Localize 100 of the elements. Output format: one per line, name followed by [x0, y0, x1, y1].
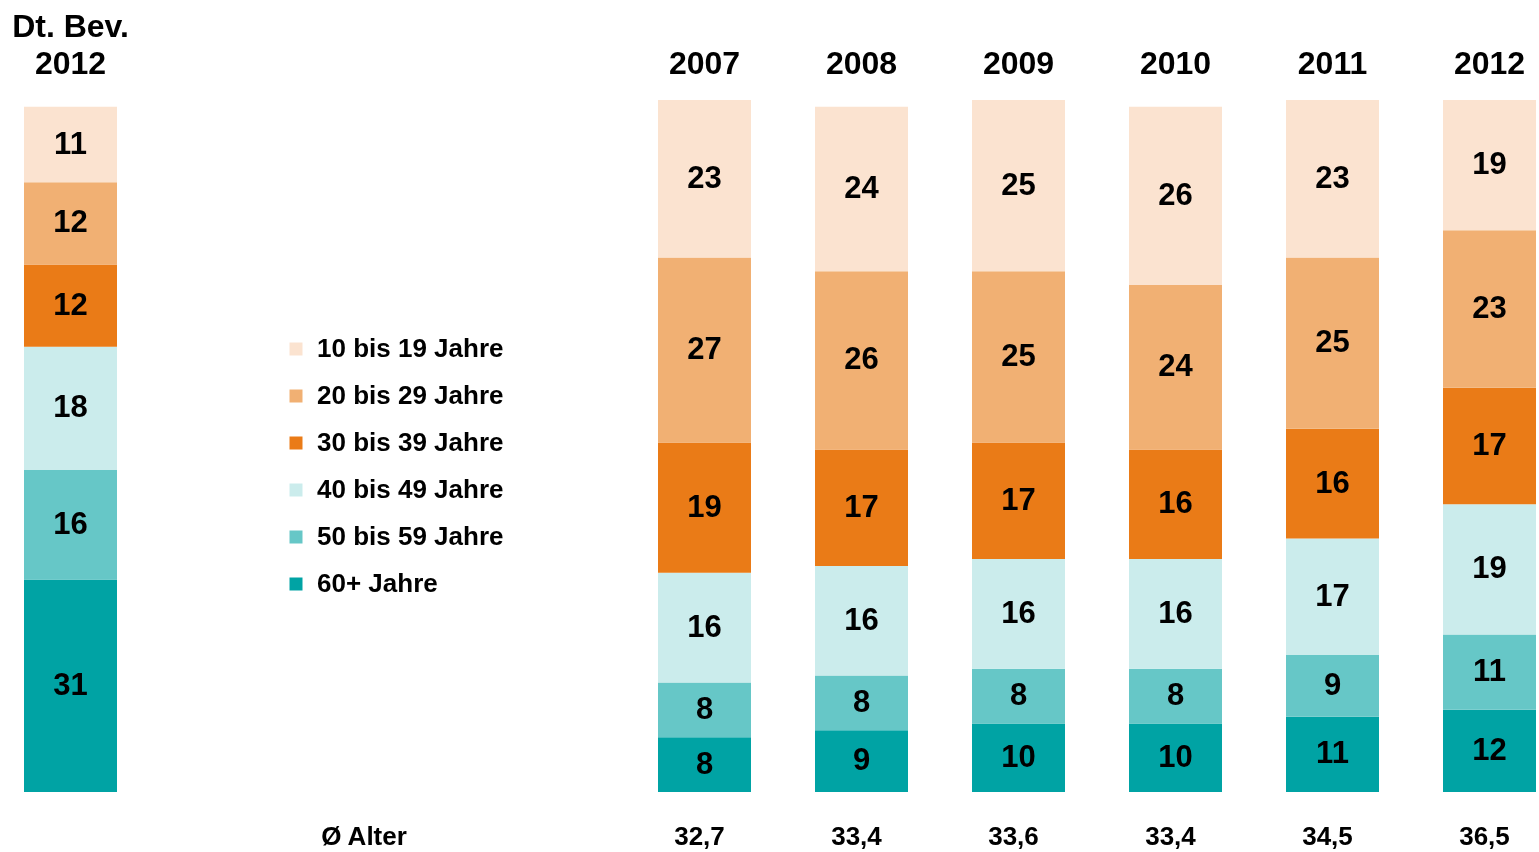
text: 33,4: [831, 821, 883, 851]
data-label: 8: [852, 683, 871, 719]
data-label: 9: [1323, 666, 1342, 702]
data-label: 31: [53, 666, 88, 702]
legend-label: 30 bis 39 Jahre: [317, 427, 504, 457]
data-label: 9: [852, 742, 871, 778]
bar: [1129, 723, 1222, 792]
bar: [972, 723, 1065, 792]
data-label: 12: [53, 204, 88, 240]
x-tick-label: 2009: [982, 44, 1055, 81]
data-label: 8: [1166, 677, 1185, 713]
x-tick-label: 2007: [668, 44, 741, 81]
data-label: 8: [1009, 677, 1028, 713]
bar: [972, 100, 1065, 272]
data-label: 16: [844, 601, 879, 637]
data-label: 24: [844, 170, 880, 206]
data-label: 17: [1001, 481, 1036, 517]
data-label: 12: [1472, 731, 1507, 767]
bar: [1286, 100, 1379, 258]
bar: [658, 682, 751, 738]
bar: [1129, 106, 1222, 285]
text: 33,4: [1145, 821, 1197, 851]
bar: [1443, 709, 1536, 792]
data-label: 17: [1315, 577, 1350, 613]
bar: [24, 346, 117, 470]
data-label: 8: [695, 690, 714, 726]
bar: [972, 271, 1065, 443]
bar: [24, 469, 117, 580]
data-label: 25: [1315, 324, 1350, 360]
data-label: 19: [1472, 550, 1507, 586]
bar: [24, 182, 117, 265]
data-label: 19: [687, 488, 722, 524]
data-label: 10: [1001, 738, 1036, 774]
data-label: 11: [54, 125, 87, 161]
data-label: 26: [844, 341, 879, 377]
bar: [1129, 449, 1222, 560]
x-tick-label: 2008: [825, 44, 898, 81]
data-label: 16: [687, 608, 722, 644]
bar: [1443, 230, 1536, 388]
text: 32,7: [674, 821, 725, 851]
data-label: 16: [1158, 594, 1193, 630]
bar: [1286, 257, 1379, 429]
data-label: 17: [844, 488, 879, 524]
x-tick-label: Dt. Bev. 2012: [12, 7, 129, 81]
bar: [972, 668, 1065, 724]
bar: [1286, 716, 1379, 792]
x-tick-label: 2011: [1297, 44, 1368, 81]
bar: [972, 442, 1065, 560]
bar: [24, 106, 117, 183]
bar: [815, 449, 908, 566]
data-label: 16: [1001, 594, 1036, 630]
legend-label: 10 bis 19 Jahre: [317, 333, 504, 363]
bar: [815, 271, 908, 450]
data-label: 16: [1158, 485, 1193, 521]
bar: [658, 257, 751, 443]
bar: [1443, 100, 1536, 231]
bar: [658, 737, 751, 792]
data-label: 23: [1315, 159, 1350, 195]
data-label: 10: [1158, 738, 1193, 774]
x-tick-label: 2010: [1139, 44, 1212, 81]
text: 33,6: [988, 821, 1039, 851]
bar: [1286, 428, 1379, 539]
bar: [1286, 538, 1379, 655]
data-label: 11: [1473, 653, 1506, 689]
bar: [815, 730, 908, 792]
data-label: 26: [1158, 176, 1193, 212]
data-label: 16: [53, 505, 88, 541]
data-label: 12: [53, 286, 88, 322]
data-label: 11: [1316, 735, 1349, 771]
data-label: 17: [1472, 427, 1507, 462]
bar: [1129, 559, 1222, 669]
legend-label: 50 bis 59 Jahre: [317, 521, 504, 551]
x-tick-label: 2012: [1453, 44, 1526, 81]
bar: [815, 675, 908, 731]
bar: [658, 572, 751, 683]
text: 34,5: [1302, 821, 1353, 851]
bar: [658, 100, 751, 258]
bar: [658, 442, 751, 573]
bar: [1129, 668, 1222, 724]
data-label: 23: [1472, 289, 1507, 325]
data-label: 24: [1158, 348, 1194, 384]
data-label: 25: [1001, 337, 1036, 373]
legend-label: 60+ Jahre: [317, 568, 438, 598]
bar: [1443, 504, 1536, 635]
bar: [1286, 654, 1379, 717]
bar: [972, 559, 1065, 669]
bar: [815, 565, 908, 676]
text: Ø Alter: [321, 821, 407, 851]
data-label: 23: [687, 159, 722, 195]
bar: [24, 264, 117, 347]
legend-label: 20 bis 29 Jahre: [317, 380, 504, 410]
bar: [1443, 387, 1536, 505]
data-label: 8: [695, 745, 714, 781]
data-label: 27: [687, 331, 722, 367]
bar: [1443, 634, 1536, 710]
data-label: 18: [53, 389, 88, 425]
legend-label: 40 bis 49 Jahre: [317, 474, 504, 504]
bar: [1129, 284, 1222, 450]
data-label: 25: [1001, 166, 1036, 202]
bar: [24, 579, 117, 792]
